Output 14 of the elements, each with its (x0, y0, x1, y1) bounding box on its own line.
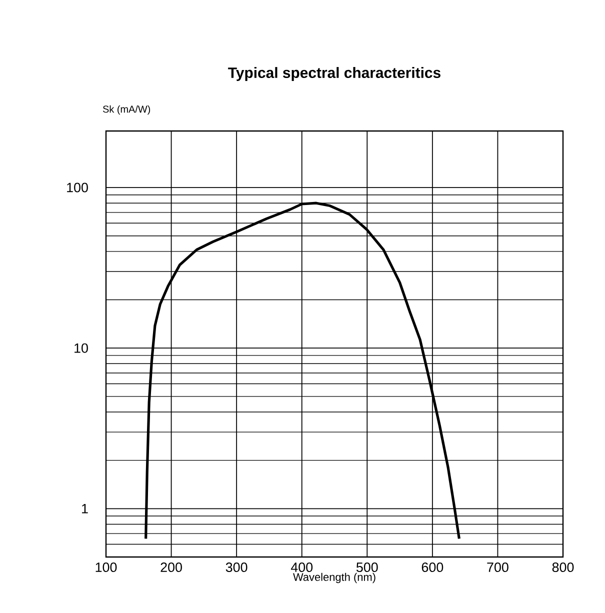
x-tick-label: 800 (552, 562, 574, 572)
x-tick-label: 300 (226, 562, 248, 572)
x-tick-label: 500 (356, 562, 378, 572)
x-tick-label: 400 (290, 562, 313, 572)
x-tick-label: 100 (96, 562, 117, 572)
y-tick-label: 1 (82, 504, 88, 514)
x-axis-title: Wavelength (nm) (293, 572, 376, 584)
y-axis-title: Sk (mA/W) (102, 105, 150, 115)
x-tick-label: 700 (487, 562, 508, 572)
y-tick-label: 10 (74, 343, 88, 353)
x-tick-label: 200 (160, 562, 182, 572)
x-tick-label: 600 (422, 562, 444, 572)
y-tick-label: 100 (67, 182, 88, 192)
chart-title: Typical spectral characteritics (228, 67, 440, 81)
